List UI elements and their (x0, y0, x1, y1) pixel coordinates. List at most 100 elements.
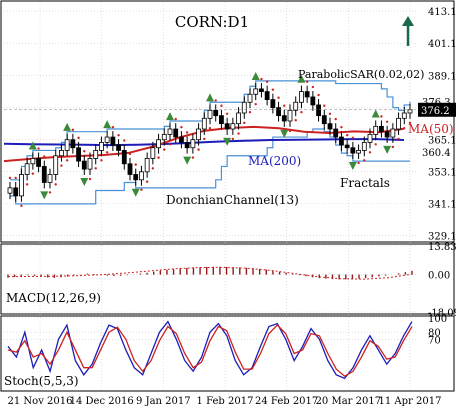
chart-title: CORN:D1 (175, 13, 249, 31)
candle-body (401, 112, 407, 119)
parabolic-sar-dot (25, 183, 29, 186)
fractal-up-marker (28, 141, 37, 150)
candle-body (70, 139, 76, 149)
parabolic-sar-dot (157, 156, 160, 159)
parabolic-sar-dot (340, 125, 343, 129)
up-arrow-icon (402, 16, 414, 46)
candle-body (207, 109, 213, 119)
candle-body (156, 139, 161, 149)
parabolic-sar-dot (191, 156, 195, 159)
candle-body (276, 107, 281, 117)
candle-body (384, 131, 390, 138)
candle-body (173, 128, 179, 138)
candle-body (161, 133, 167, 141)
fractal-down-marker (223, 137, 232, 146)
candle-body (264, 91, 270, 101)
x-tick-label: 20 Mar 2017 (316, 396, 382, 407)
x-tick-label: 9 Jan 2017 (136, 396, 191, 407)
parabolic-sar-dot (83, 150, 86, 153)
x-tick-label: 24 Feb 2017 (255, 396, 318, 407)
candle-body (270, 99, 276, 109)
macd-panel-frame (0, 243, 455, 315)
parabolic-sar-dot (294, 118, 297, 122)
candle-body (7, 187, 13, 194)
candle-body (390, 128, 396, 138)
candle-body (356, 150, 361, 154)
candle-body (24, 163, 30, 175)
parabolic-sar-dot (254, 102, 257, 106)
parabolic-sar-dot (317, 93, 320, 97)
parabolic-sar-dot (48, 191, 52, 194)
parabolic-sar-dot (94, 167, 97, 170)
parabolic-sar-dot (271, 88, 275, 91)
parabolic-sar-dot (197, 148, 200, 151)
candle-body (236, 112, 241, 125)
candle-body (293, 101, 299, 111)
parabolic-sar-dot (288, 129, 292, 133)
candle-body (36, 158, 41, 167)
parabolic-sar-dot (14, 176, 17, 180)
parabolic-sar-dot (408, 121, 412, 125)
parabolic-sar-dot (248, 110, 252, 114)
candle-body (30, 158, 36, 165)
parabolic-sar-dot (260, 77, 263, 81)
candle-body (241, 101, 247, 114)
parabolic-sar-dot (180, 125, 183, 129)
parabolic-sar-dot (374, 143, 377, 146)
parabolic-sar-dot (20, 204, 23, 207)
fractal-up-marker (103, 120, 112, 129)
candle-body (213, 109, 219, 117)
parabolic-sar-dot (243, 121, 246, 125)
annotation-fractals: Fractals (340, 176, 390, 190)
parabolic-sar-dot (8, 176, 12, 180)
parabolic-sar-dot (323, 104, 326, 107)
fractal-down-marker (131, 188, 140, 197)
fractal-up-marker (251, 72, 260, 81)
parabolic-sar-dot (71, 128, 75, 132)
candle-body (59, 150, 64, 157)
candle-body (344, 144, 350, 149)
candle-body (373, 125, 379, 135)
candle-body (310, 96, 316, 106)
candle-body (379, 125, 384, 133)
y-tick-label: 353.1 (428, 168, 456, 179)
candle-body (184, 141, 190, 149)
parabolic-sar-dot (77, 136, 80, 140)
candle-body (133, 174, 139, 181)
candle-body (144, 158, 150, 173)
parabolic-sar-dot (328, 112, 332, 115)
candle-body (76, 147, 81, 162)
fractal-up-marker (206, 93, 214, 102)
macd-y-tick-label: 0.00 (428, 271, 450, 282)
parabolic-sar-dot (54, 183, 57, 186)
parabolic-sar-dot (128, 152, 132, 156)
x-tick-label: 1 Feb 2017 (197, 396, 254, 407)
parabolic-sar-dot (345, 133, 349, 137)
parabolic-sar-dot (163, 148, 166, 151)
x-tick-label: 14 Dec 2016 (70, 396, 134, 407)
candle-body (196, 128, 201, 141)
macd-y-tick-label: 13.83 (428, 242, 456, 253)
parabolic-sar-dot (357, 161, 360, 165)
annotation-ma200: MA(200) (248, 154, 301, 168)
candle-body (150, 147, 156, 159)
parabolic-sar-dot (300, 110, 303, 114)
candle-body (259, 88, 264, 92)
fractal-down-marker (383, 145, 392, 154)
parabolic-sar-dot (334, 117, 337, 121)
candle-body (47, 174, 53, 183)
parabolic-sar-dot (134, 163, 137, 166)
stoch-y-tick-label: 100 (428, 314, 447, 325)
parabolic-sar-dot (385, 120, 389, 124)
parabolic-sar-dot (123, 139, 126, 142)
candle-body (281, 115, 287, 122)
stoch-title: Stoch(5,5,3) (4, 374, 79, 388)
parabolic-sar-dot (37, 147, 40, 150)
candle-body (121, 150, 127, 165)
candle-body (179, 136, 184, 143)
parabolic-sar-dot (311, 85, 315, 89)
candle-body (81, 160, 87, 170)
macd-y-tick-label: -18.09 (428, 308, 456, 319)
candle-body (367, 133, 373, 143)
